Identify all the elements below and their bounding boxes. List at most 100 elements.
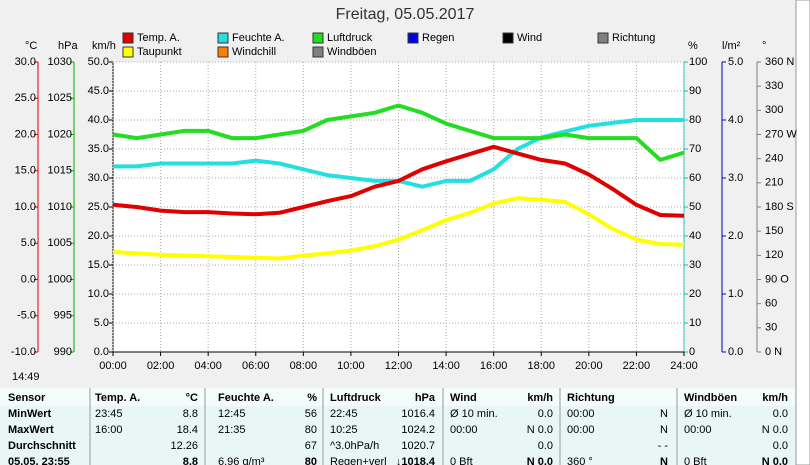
series-line — [112, 144, 685, 218]
y-tick-label: 10 — [689, 317, 701, 329]
y-tick-label: 30 — [765, 322, 777, 334]
table-header: km/h — [527, 392, 553, 404]
table-cell: 6.96 g/m³ — [218, 456, 265, 465]
table-header: Windböen — [684, 392, 737, 404]
y-tick-label: 0.0 — [94, 346, 109, 358]
legend-swatch — [122, 32, 134, 44]
legend-swatch — [312, 32, 324, 44]
table-cell: Ø 10 min. — [684, 408, 732, 420]
y-tick-label: 240 — [765, 153, 783, 165]
y-tick-label: 30.0 — [88, 172, 109, 184]
table-cell: 0 Bft — [684, 456, 707, 465]
y-tick-label: 35.0 — [88, 143, 109, 155]
y-tick-label: 25.0 — [15, 92, 36, 104]
y-tick-label: 70 — [689, 143, 701, 155]
table-cell: 21:35 — [218, 424, 246, 436]
y-tick-label: 60 — [689, 172, 701, 184]
title: Freitag, 05.05.2017 — [336, 6, 475, 23]
x-tick-label: 22:00 — [623, 360, 651, 372]
table-cell: 67 — [305, 440, 317, 452]
table-cell: 18.4 — [177, 424, 198, 436]
table-cell: 23:45 — [95, 408, 123, 420]
table-cell: 56 — [305, 408, 317, 420]
legend-label: Taupunkt — [137, 46, 182, 58]
y-tick-label: 1025 — [48, 92, 72, 104]
time-label: 14:49 — [12, 371, 40, 383]
table-cell: 0 Bft — [450, 456, 473, 465]
table-cell: 00:00 — [684, 424, 712, 436]
y-tick-label: 30.0 — [15, 56, 36, 68]
y-tick-label: 25.0 — [88, 201, 109, 213]
table-header: Wind — [450, 392, 477, 404]
x-tick-label: 16:00 — [480, 360, 508, 372]
y-tick-label: 0 N — [765, 346, 782, 358]
y-tick-label: 50.0 — [88, 56, 109, 68]
axis-unit: ° — [762, 40, 766, 52]
table-cell: Ø 10 min. — [450, 408, 498, 420]
table-cell: MaxWert — [8, 424, 54, 436]
y-tick-label: 995 — [54, 310, 72, 322]
y-tick-label: 1015 — [48, 165, 72, 177]
table-cell: 0.0 — [773, 408, 788, 420]
table-cell: 22:45 — [330, 408, 358, 420]
legend-label: Wind — [517, 32, 542, 44]
table-header: Temp. A. — [95, 392, 140, 404]
side-panel — [795, 0, 810, 465]
y-tick-label: 20.0 — [88, 230, 109, 242]
y-tick-label: 5.0 — [21, 237, 36, 249]
y-tick-label: 1000 — [48, 273, 72, 285]
y-tick-label: 50 — [689, 201, 701, 213]
y-tick-label: 3.0 — [728, 172, 743, 184]
table-header: % — [307, 392, 317, 404]
legend-swatch — [217, 32, 229, 44]
x-tick-label: 24:00 — [670, 360, 698, 372]
legend-swatch — [407, 32, 419, 44]
table-cell: 16:00 — [95, 424, 123, 436]
y-tick-label: 40 — [689, 230, 701, 242]
table-cell: 80 — [305, 424, 317, 436]
table-header: Sensor — [8, 392, 46, 404]
table-header: hPa — [415, 392, 436, 404]
legend-label: Temp. A. — [137, 32, 180, 44]
table-cell: 12.26 — [170, 440, 198, 452]
table-cell: MinWert — [8, 408, 52, 420]
x-tick-label: 20:00 — [575, 360, 603, 372]
table-header: Luftdruck — [330, 392, 382, 404]
table-cell: 1024.2 — [401, 424, 435, 436]
table-cell: 00:00 — [567, 424, 595, 436]
legend-swatch — [312, 46, 324, 58]
legend-swatch — [597, 32, 609, 44]
y-tick-label: 180 S — [765, 201, 794, 213]
axis-unit: km/h — [92, 40, 116, 52]
table-cell: N 0.0 — [762, 424, 788, 436]
table-cell: ↓1018.4 — [396, 456, 436, 465]
y-tick-label: 330 — [765, 80, 783, 92]
table-cell: 0.0 — [538, 440, 553, 452]
table-cell: 00:00 — [567, 408, 595, 420]
axis-unit: % — [688, 40, 698, 52]
table-cell: N 0.0 — [527, 424, 553, 436]
table-cell: 12:45 — [218, 408, 246, 420]
x-tick-label: 06:00 — [242, 360, 270, 372]
x-tick-label: 14:00 — [432, 360, 460, 372]
x-tick-label: 10:00 — [337, 360, 365, 372]
axis-unit: l/m² — [722, 40, 741, 52]
axis-unit: °C — [25, 40, 37, 52]
y-tick-label: 1.0 — [728, 288, 743, 300]
table-cell: 0.0 — [773, 440, 788, 452]
y-tick-label: 1010 — [48, 201, 72, 213]
legend-label: Richtung — [612, 32, 655, 44]
x-tick-label: 12:00 — [385, 360, 413, 372]
x-tick-label: 02:00 — [147, 360, 175, 372]
y-tick-label: 1020 — [48, 128, 72, 140]
x-tick-label: 08:00 — [290, 360, 318, 372]
x-tick-label: 04:00 — [194, 360, 222, 372]
table-header: Richtung — [567, 392, 615, 404]
table-cell: 360 ° — [567, 456, 593, 465]
table-cell: N 0.0 — [762, 456, 788, 465]
y-tick-label: 20.0 — [15, 128, 36, 140]
y-tick-label: 45.0 — [88, 85, 109, 97]
y-tick-label: 1005 — [48, 237, 72, 249]
y-tick-label: 360 N — [765, 56, 794, 68]
